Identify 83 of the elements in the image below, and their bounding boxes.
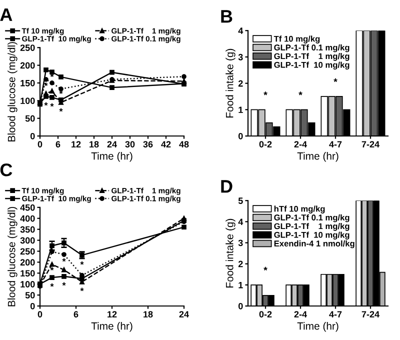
legend-label: GLP-1-Tf 1 mg/kg xyxy=(274,223,350,231)
annotation: * xyxy=(298,92,302,96)
legend-label: GLP-1-Tf 10 mg/kg xyxy=(274,232,350,240)
annotation: * xyxy=(62,282,66,286)
y-tick-label: 200 xyxy=(20,259,35,266)
annotation: * xyxy=(44,102,48,106)
x-tick-label: 0-2 xyxy=(259,141,272,148)
y-axis-title: Food intake (g) xyxy=(226,218,236,288)
y-tick-label: 0 xyxy=(238,132,243,140)
y-tick-label: 300 xyxy=(20,237,35,244)
legend-label: GLP-1-Tf 1 mg/kg xyxy=(274,53,350,61)
y-tick-label: 50 xyxy=(25,115,35,122)
annotation: * xyxy=(50,283,54,287)
legend-label: GLP-1-Tf 10 mg/kg xyxy=(274,62,350,70)
y-tick-label: 100 xyxy=(20,281,35,288)
x-tick-label: 4-7 xyxy=(329,311,342,318)
annotation: * xyxy=(264,266,268,270)
x-tick-label: 0 xyxy=(38,311,42,318)
x-tick-label: 4-7 xyxy=(329,141,342,148)
y-tick-label: 4 xyxy=(238,28,244,34)
y-tick-label: 250 xyxy=(20,44,35,51)
y-tick-label: 250 xyxy=(20,248,35,255)
y-tick-label: 1 xyxy=(238,282,243,288)
y-axis-title: Blood glucose (mg/dl) xyxy=(8,206,18,306)
y-tick-label: 1 xyxy=(238,106,243,113)
y-tick-label: 3 xyxy=(238,240,243,246)
x-tick-label: 7-24 xyxy=(362,311,380,318)
annotation: * xyxy=(80,288,84,292)
x-tick-label: 7-24 xyxy=(362,141,380,148)
y-tick-label: 100 xyxy=(20,98,35,104)
y-tick-label: 50 xyxy=(25,292,35,298)
x-axis-title: Time (hr) xyxy=(91,152,132,162)
x-tick-label: 0-2 xyxy=(259,311,272,318)
legend-label: Tf 10 mg/kg xyxy=(274,36,320,44)
legend-label: GLP-1-Tf 0.1 mg/kg xyxy=(274,214,350,222)
annotation: * xyxy=(59,108,63,112)
x-tick-label: 2-4 xyxy=(294,311,307,318)
chart-title: A xyxy=(0,8,12,21)
annotation: * xyxy=(62,258,66,262)
y-tick-label: 2 xyxy=(238,80,243,87)
x-tick-label: 42 xyxy=(161,141,171,148)
x-tick-label: 18 xyxy=(90,141,99,148)
x-axis-title: Time (hr) xyxy=(91,322,132,332)
y-tick-label: 350 xyxy=(20,226,35,233)
y-tick-label: 400 xyxy=(20,215,35,222)
x-tick-label: 0 xyxy=(38,141,42,148)
y-axis-title: Blood glucose (mg/dl) xyxy=(8,42,18,142)
y-tick-label: 0 xyxy=(30,132,35,140)
chart-title: B xyxy=(221,10,232,23)
x-tick-label: 2-4 xyxy=(294,141,307,148)
x-axis-title: Time (hr) xyxy=(297,322,338,332)
annotation: * xyxy=(50,267,54,270)
legend-label: GLP-1-Tf 0.1 mg/kg xyxy=(274,44,350,52)
annotation: * xyxy=(264,92,268,96)
legend-label: hTf 10 mg/kg xyxy=(274,206,325,214)
x-tick-label: 24 xyxy=(107,141,117,148)
x-tick-label: 48 xyxy=(179,141,189,148)
y-tick-label: 0 xyxy=(238,302,243,310)
y-tick-label: 200 xyxy=(20,62,35,69)
y-tick-label: 4 xyxy=(238,218,244,225)
x-tick-label: 6 xyxy=(56,141,60,148)
x-tick-label: 24 xyxy=(179,311,189,318)
x-axis-title: Time (hr) xyxy=(297,152,338,162)
legend-label: Exendin-4 1 nmol/kg xyxy=(274,240,354,248)
chart-title: D xyxy=(221,180,232,193)
y-axis-title: Food intake (g) xyxy=(226,48,236,118)
annotation: * xyxy=(334,78,338,82)
y-tick-label: 450 xyxy=(20,204,35,211)
y-tick-label: 3 xyxy=(238,54,243,60)
y-tick-label: 150 xyxy=(20,80,35,86)
x-tick-label: 12 xyxy=(108,311,117,318)
x-tick-label: 6 xyxy=(74,311,78,318)
annotation: * xyxy=(80,261,84,265)
x-tick-label: 18 xyxy=(144,311,153,318)
x-tick-label: 30 xyxy=(125,141,135,148)
x-tick-label: 36 xyxy=(143,141,153,148)
y-tick-label: 0 xyxy=(30,302,35,310)
y-tick-label: 150 xyxy=(20,270,35,276)
y-tick-label: 2 xyxy=(238,260,243,268)
x-tick-label: 12 xyxy=(72,141,81,148)
chart-title: C xyxy=(0,164,12,176)
annotation: * xyxy=(50,103,54,107)
y-tick-label: 5 xyxy=(238,198,243,204)
